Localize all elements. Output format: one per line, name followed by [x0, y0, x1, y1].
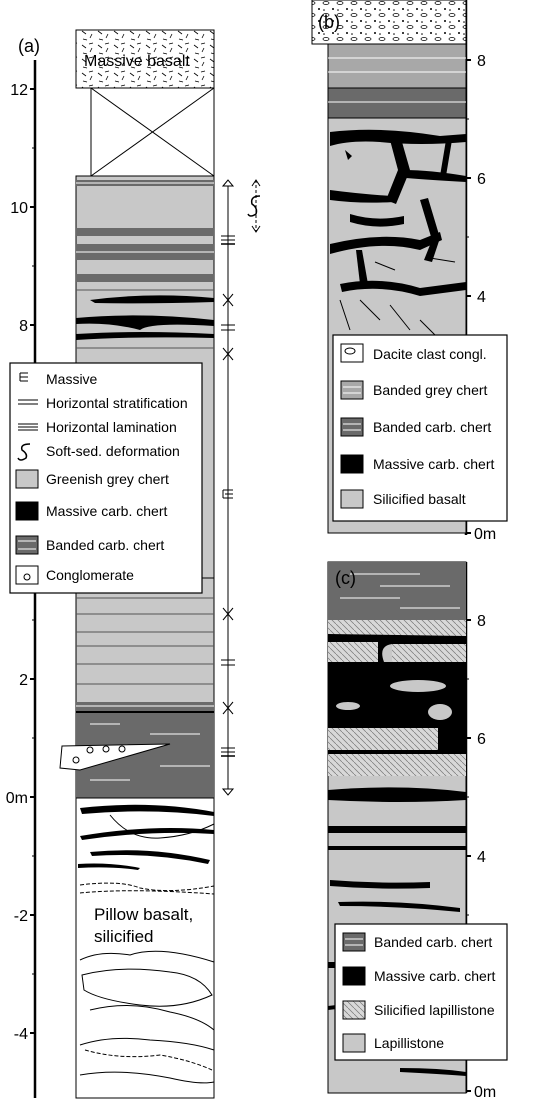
pillow-basalt-label-line2: silicified	[94, 927, 154, 946]
legend-label: Massive carb. chert	[374, 968, 495, 984]
massive-carb-chert-swatch	[340, 454, 364, 474]
panel-c: 8 6 4 0m	[327, 561, 508, 1101]
conglomerate-wedge	[59, 743, 171, 771]
conglomerate-swatch	[15, 565, 39, 585]
axis-tick-label: 4	[477, 849, 486, 866]
legend-label: Greenish grey chert	[46, 471, 169, 487]
massive-symbol	[19, 372, 28, 382]
banded-grey-chert-swatch	[340, 380, 364, 400]
axis-tick-label: 0m	[6, 790, 28, 807]
legend-label: Silicified basalt	[373, 491, 466, 507]
legend-label: Horizontal lamination	[46, 419, 177, 435]
panel-a-label: (a)	[18, 36, 40, 56]
legend-label: Soft-sed. deformation	[46, 443, 180, 459]
dacite-clast-conglomerate-unit	[311, 0, 467, 45]
legend-label: Banded carb. chert	[46, 537, 164, 553]
legend-label: Banded carb. chert	[374, 934, 492, 950]
soft-sed-deformation-symbol	[17, 443, 31, 461]
silicified-basalt-swatch	[340, 489, 364, 509]
panel-a: (a) 12 10 8 2 0m -2 -4 Massiv	[6, 29, 261, 1099]
panel-c-label: (c)	[335, 568, 356, 588]
axis-tick-label: 8	[19, 318, 28, 335]
legend-label: Banded grey chert	[373, 382, 488, 398]
pillow-basalt-label-line1: Pillow basalt,	[94, 905, 193, 924]
legend-label: Silicified lapillistone	[374, 1002, 495, 1018]
structure-symbols-column	[221, 179, 261, 796]
axis-tick-label: 8	[477, 53, 486, 70]
banded-carb-chert-swatch	[340, 417, 364, 437]
massive-carb-chert-swatch	[342, 966, 366, 986]
axis-tick-label: 6	[477, 171, 486, 188]
legend-label: Horizontal stratification	[46, 395, 188, 411]
axis-tick-label: 8	[477, 613, 486, 630]
banded-carb-chert-swatch	[342, 932, 366, 952]
massive-carb-chert-swatch	[15, 501, 39, 521]
axis-tick-label: 6	[477, 731, 486, 748]
greenish-grey-chert-swatch	[15, 469, 39, 489]
dacite-clast-swatch	[340, 343, 364, 363]
axis-tick-label: 0m	[474, 1084, 496, 1101]
pillow-basalt-unit: Pillow basalt, silicified	[75, 797, 215, 1099]
axis-tick-label: -2	[14, 908, 28, 925]
massive-basalt-label: Massive basalt	[84, 53, 190, 70]
axis-tick-label: 0m	[474, 526, 496, 543]
legend-label: Banded carb. chert	[373, 419, 491, 435]
legend-label: Lapillistone	[374, 1035, 444, 1051]
legend-label: Massive carb. chert	[373, 456, 494, 472]
horizontal-stratification-symbol	[18, 399, 38, 405]
axis-tick-label: -4	[14, 1026, 28, 1043]
axis-tick-label: 12	[10, 82, 28, 99]
panel-b-legend: Dacite clast congl. Banded grey chert Ba…	[332, 334, 508, 522]
horizontal-lamination-symbol	[18, 423, 38, 431]
legend-label: Dacite clast congl.	[373, 346, 487, 362]
massive-basalt-unit	[75, 29, 215, 89]
axis-tick-label: 2	[19, 672, 28, 689]
panel-b-label: (b)	[318, 12, 340, 32]
legend-label: Massive carb. chert	[46, 503, 167, 519]
banded-carb-chert-swatch	[15, 535, 39, 555]
legend-label: Conglomerate	[46, 567, 134, 583]
axis-tick-label: 4	[477, 289, 486, 306]
panel-c-legend: Banded carb. chert Massive carb. chert S…	[334, 923, 508, 1061]
axis-tick-label: 10	[10, 200, 28, 217]
silicified-lapillistone-swatch	[342, 1000, 366, 1020]
covered-interval	[90, 87, 215, 177]
legend-label: Massive	[46, 371, 98, 387]
lapillistone-swatch	[342, 1033, 366, 1053]
panel-b: 8 6 4 0m	[311, 0, 508, 543]
panel-a-legend: Massive Horizontal stratification Horizo…	[9, 362, 203, 594]
